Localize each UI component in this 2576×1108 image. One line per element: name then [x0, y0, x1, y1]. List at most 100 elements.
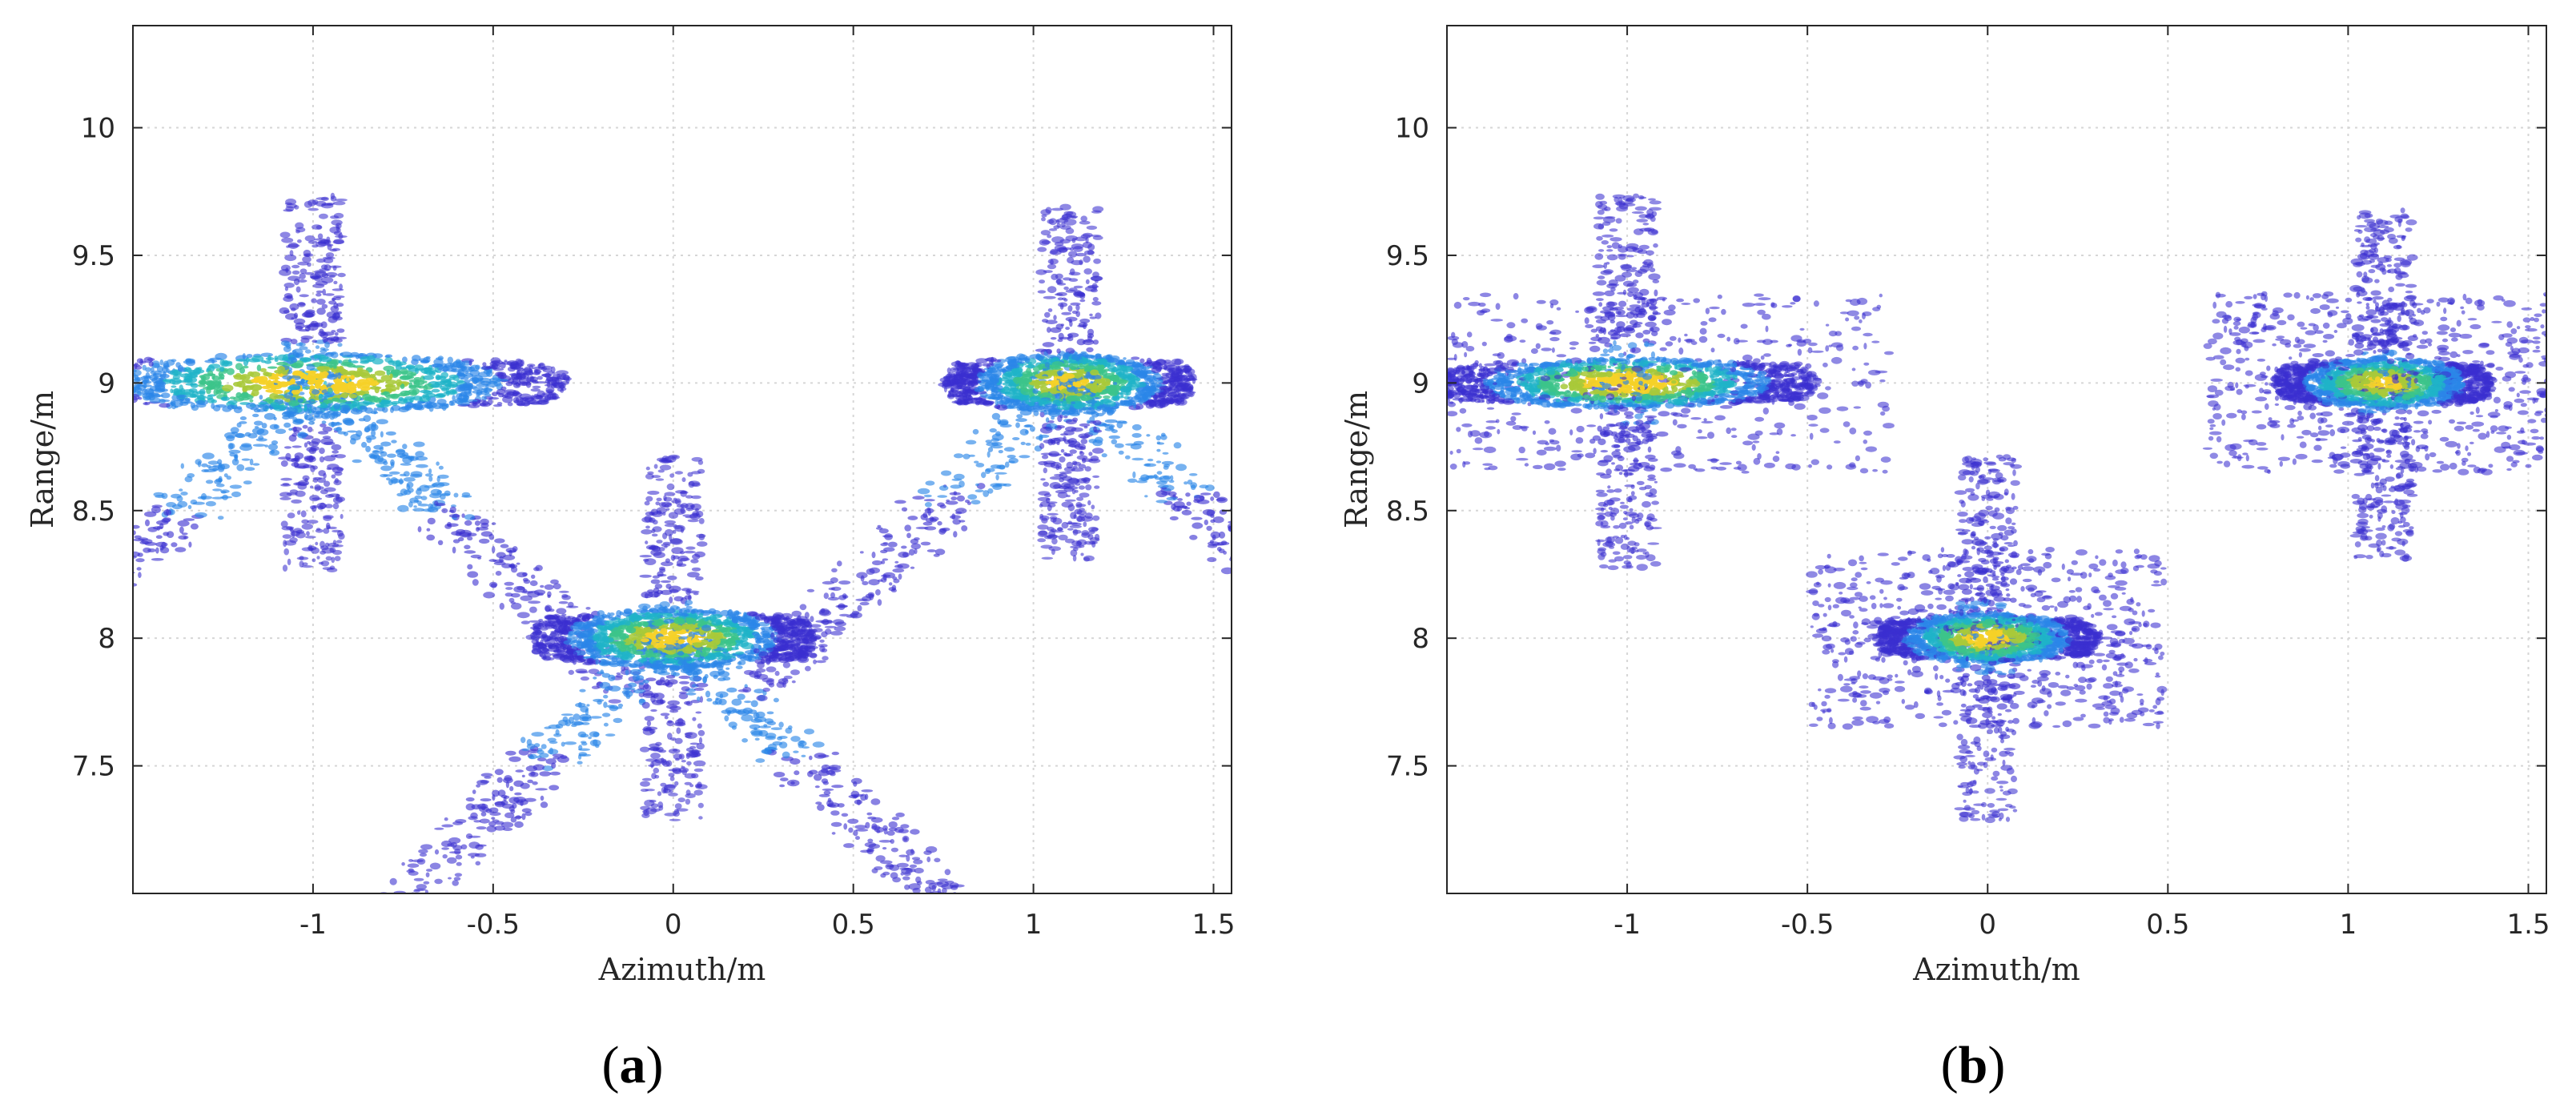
intensity-point	[334, 920, 339, 927]
intensity-point	[340, 351, 352, 357]
intensity-point	[326, 203, 336, 206]
intensity-point	[293, 461, 299, 468]
intensity-point	[331, 298, 337, 301]
intensity-point	[452, 546, 456, 554]
intensity-point	[328, 374, 339, 378]
intensity-point	[133, 524, 140, 529]
intensity-point	[944, 869, 951, 876]
intensity-point	[685, 692, 697, 696]
intensity-point	[364, 407, 374, 414]
intensity-point	[950, 923, 957, 925]
intensity-point	[448, 837, 461, 844]
intensity-point	[74, 387, 79, 393]
intensity-point	[341, 392, 349, 399]
intensity-point	[289, 250, 294, 256]
intensity-point	[370, 909, 382, 912]
intensity-point	[407, 908, 419, 914]
intensity-point	[814, 785, 820, 789]
intensity-point	[306, 531, 310, 536]
intensity-point	[70, 375, 76, 378]
intensity-point	[336, 421, 340, 425]
intensity-point	[204, 359, 218, 363]
intensity-point	[380, 903, 387, 905]
intensity-point	[778, 721, 784, 728]
intensity-point	[667, 575, 677, 580]
intensity-point	[976, 905, 987, 910]
intensity-point	[515, 382, 520, 387]
intensity-point	[754, 717, 767, 723]
intensity-point	[379, 399, 390, 404]
intensity-point	[908, 883, 921, 890]
intensity-point	[898, 854, 908, 857]
intensity-point	[585, 607, 591, 610]
intensity-point	[211, 374, 215, 378]
intensity-point	[654, 662, 660, 667]
intensity-point	[60, 574, 71, 578]
intensity-point	[400, 390, 411, 396]
intensity-point	[470, 812, 478, 819]
intensity-point	[336, 530, 344, 537]
intensity-point	[1336, 660, 1348, 664]
intensity-point	[397, 504, 409, 512]
intensity-point	[36, 616, 47, 619]
intensity-point	[434, 849, 440, 855]
intensity-point	[336, 467, 344, 472]
intensity-point	[67, 598, 73, 604]
intensity-point	[241, 458, 251, 461]
intensity-point	[233, 454, 238, 459]
intensity-point	[206, 380, 215, 387]
intensity-point	[793, 750, 799, 753]
intensity-point	[646, 721, 652, 727]
intensity-point	[330, 305, 340, 313]
intensity-point	[496, 777, 503, 783]
intensity-point	[464, 550, 476, 554]
intensity-point	[226, 367, 235, 375]
intensity-point	[332, 496, 343, 504]
intensity-point	[501, 394, 508, 398]
intensity-point	[292, 457, 299, 462]
intensity-point	[233, 407, 243, 414]
intensity-point	[442, 854, 448, 859]
intensity-point	[644, 500, 650, 506]
intensity-point	[74, 383, 84, 388]
intensity-point	[365, 377, 375, 382]
intensity-point	[524, 811, 532, 817]
intensity-point	[10, 662, 17, 669]
intensity-point	[724, 715, 729, 722]
intensity-point	[292, 416, 298, 423]
intensity-point	[698, 816, 703, 820]
intensity-point	[37, 635, 50, 641]
intensity-point	[533, 743, 541, 748]
intensity-point	[360, 398, 364, 401]
intensity-point	[697, 610, 704, 613]
intensity-point	[323, 399, 334, 404]
intensity-point	[580, 741, 587, 744]
intensity-point	[197, 395, 207, 399]
intensity-point	[145, 367, 151, 372]
intensity-point	[535, 643, 547, 647]
intensity-point	[190, 383, 199, 388]
intensity-point	[915, 876, 922, 884]
intensity-point	[798, 635, 808, 641]
intensity-point	[461, 492, 471, 497]
intensity-point	[685, 617, 694, 624]
intensity-point	[433, 358, 444, 366]
intensity-point	[231, 491, 241, 498]
intensity-point	[452, 880, 459, 886]
intensity-point	[657, 469, 665, 473]
intensity-point	[340, 361, 354, 367]
intensity-point	[579, 688, 586, 692]
intensity-point	[492, 391, 498, 396]
intensity-point	[315, 345, 320, 349]
intensity-point	[668, 773, 675, 777]
intensity-point	[637, 621, 641, 628]
intensity-point	[242, 365, 249, 369]
intensity-point	[895, 812, 905, 817]
intensity-point	[426, 404, 434, 409]
intensity-point	[665, 508, 670, 511]
intensity-point	[533, 369, 541, 375]
intensity-point	[568, 717, 574, 724]
intensity-point	[526, 363, 536, 367]
intensity-point	[322, 426, 333, 432]
